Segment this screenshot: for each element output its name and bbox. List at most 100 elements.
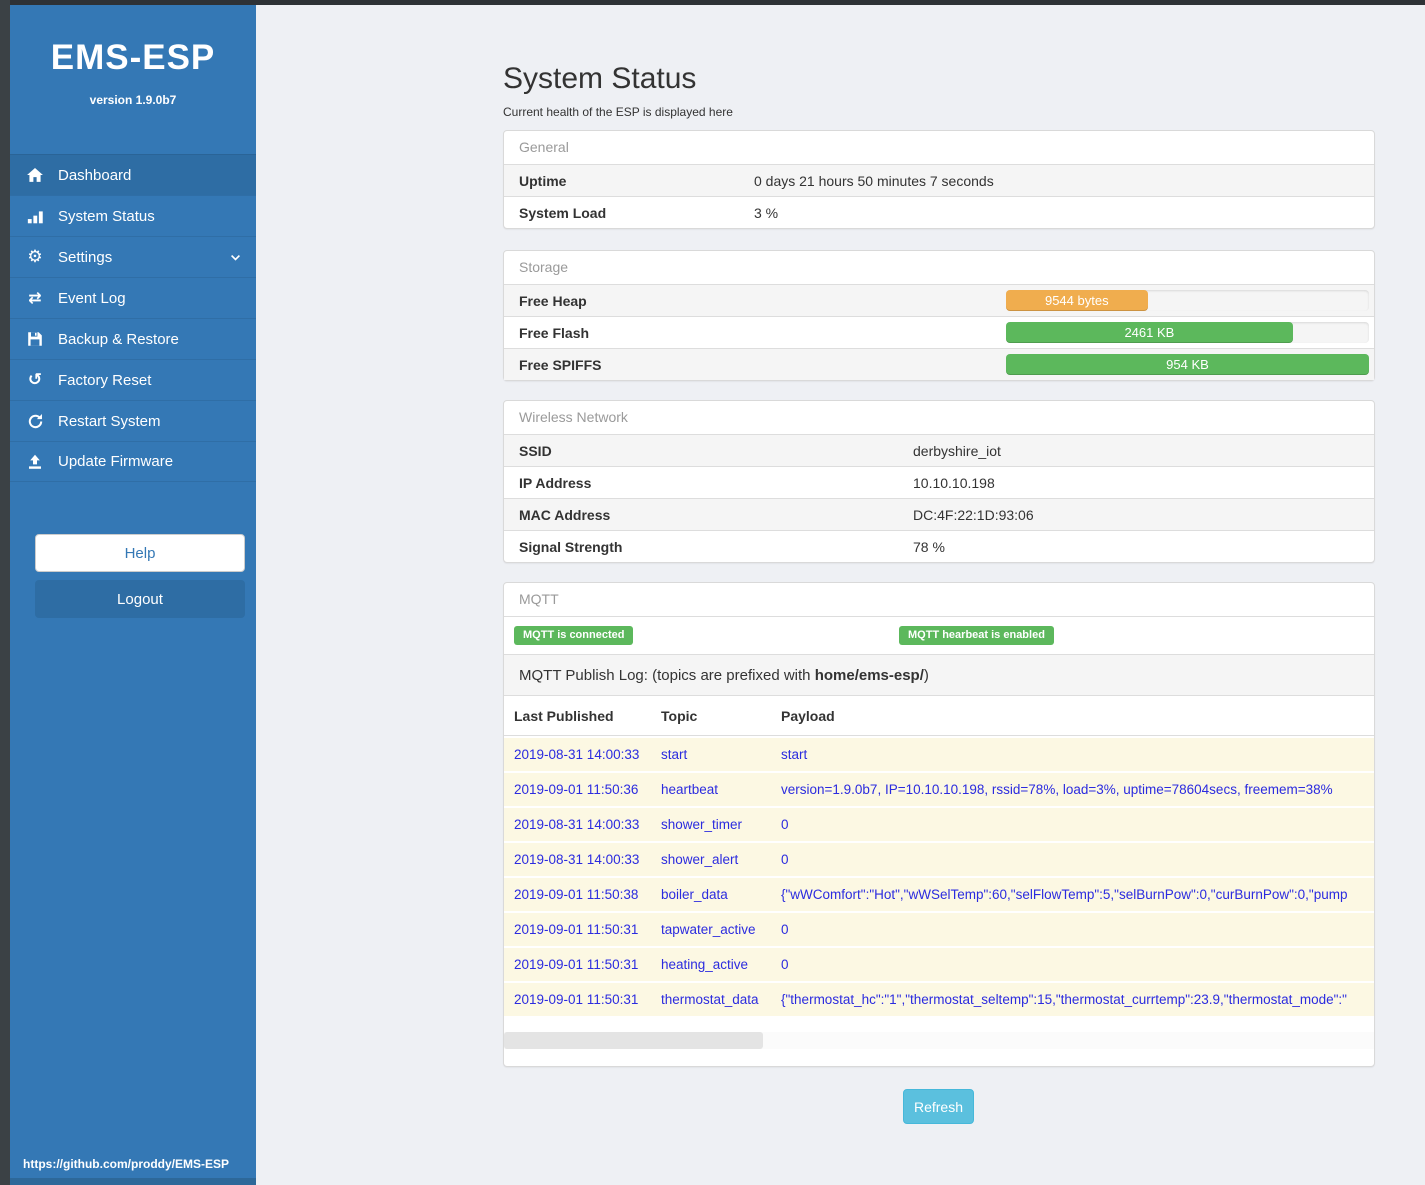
row-label: MAC Address	[519, 506, 611, 523]
logout-button[interactable]: Logout	[35, 580, 245, 618]
cell-topic: start	[661, 747, 688, 762]
cell-time: 2019-09-01 11:50:31	[514, 922, 639, 937]
panel-mqtt: MQTT MQTT is connected MQTT hearbeat is …	[503, 582, 1375, 1067]
caption-topic-prefix: home/ems-esp/	[814, 666, 924, 684]
sidebar-item-backup-restore[interactable]: Backup & Restore	[10, 318, 256, 359]
cell-payload: start	[781, 747, 808, 762]
sidebar-item-label: Update Firmware	[58, 453, 174, 470]
sidebar-item-update-firmware[interactable]: Update Firmware	[10, 441, 256, 482]
row-value: derbyshire_iot	[913, 442, 1001, 459]
gear-icon: ⚙	[27, 246, 43, 267]
mqtt-publish-log-caption: MQTT Publish Log: (topics are prefixed w…	[504, 654, 1374, 695]
general-row-uptime: Uptime 0 days 21 hours 50 minutes 7 seco…	[504, 164, 1374, 196]
cell-payload: 0	[781, 817, 789, 832]
panel-wireless-title: Wireless Network	[519, 409, 628, 425]
wireless-row-ssid: SSID derbyshire_iot	[504, 434, 1374, 466]
row-value: 0 days 21 hours 50 minutes 7 seconds	[754, 172, 994, 189]
storage-row-free-heap: Free Heap 9544 bytes	[504, 284, 1374, 316]
chevron-down-icon	[229, 251, 242, 268]
panel-mqtt-title: MQTT	[519, 591, 559, 607]
cell-payload: version=1.9.0b7, IP=10.10.10.198, rssid=…	[781, 782, 1333, 797]
sidebar-item-label: System Status	[58, 207, 155, 225]
table-row: 2019-08-31 14:00:33 shower_timer 0	[504, 806, 1374, 841]
cell-time: 2019-09-01 11:50:31	[514, 992, 639, 1007]
help-button[interactable]: Help	[35, 534, 245, 572]
table-row: 2019-08-31 14:00:33 shower_alert 0	[504, 841, 1374, 876]
storage-row-free-flash: Free Flash 2461 KB	[504, 316, 1374, 348]
row-label: Free SPIFFS	[519, 357, 602, 373]
cell-payload: {"wWComfort":"Hot","wWSelTemp":60,"selFl…	[781, 887, 1348, 902]
mqtt-connected-badge: MQTT is connected	[514, 626, 634, 645]
sidebar-item-settings[interactable]: ⚙ Settings	[10, 236, 256, 277]
github-link[interactable]: https://github.com/proddy/EMS-ESP	[23, 1157, 229, 1171]
mqtt-heartbeat-badge: MQTT hearbeat is enabled	[899, 626, 1054, 645]
cell-topic: shower_timer	[661, 817, 743, 832]
progress-track: 954 KB	[1006, 354, 1369, 375]
table-row: 2019-09-01 11:50:31 thermostat_data {"th…	[504, 981, 1374, 1016]
row-label: System Load	[519, 204, 607, 221]
undo-arrow-icon: ↺	[27, 369, 43, 390]
exchange-icon: ⇄	[28, 288, 42, 307]
cell-topic: tapwater_active	[661, 922, 756, 937]
wireless-row-ip: IP Address 10.10.10.198	[504, 466, 1374, 498]
cell-time: 2019-09-01 11:50:31	[514, 957, 639, 972]
sidebar-menu: Dashboard System Status ⚙ Settings ⇄ Eve…	[10, 154, 256, 482]
table-row: 2019-09-01 11:50:38 boiler_data {"wWComf…	[504, 876, 1374, 911]
sidebar-item-factory-reset[interactable]: ↺ Factory Reset	[10, 359, 256, 400]
table-row: 2019-09-01 11:50:31 tapwater_active 0	[504, 911, 1374, 946]
col-header-last-published: Last Published	[514, 707, 614, 724]
sidebar-item-label: Event Log	[58, 289, 126, 307]
scrollbar-thumb[interactable]	[504, 1032, 763, 1049]
cell-topic: boiler_data	[661, 887, 728, 902]
sidebar-item-system-status[interactable]: System Status	[10, 195, 256, 236]
row-label: Signal Strength	[519, 538, 623, 555]
refresh-button[interactable]: Refresh	[903, 1089, 974, 1124]
cell-payload: {"thermostat_hc":"1","thermostat_seltemp…	[781, 992, 1347, 1007]
col-header-topic: Topic	[661, 707, 698, 724]
refresh-arrow-icon	[23, 413, 47, 430]
panel-general-title: General	[519, 139, 569, 155]
sidebar-item-dashboard[interactable]: Dashboard	[10, 154, 256, 195]
window-left-edge	[0, 0, 10, 1185]
cell-topic: thermostat_data	[661, 992, 759, 1007]
row-label: Free Heap	[519, 293, 587, 309]
wireless-row-signal: Signal Strength 78 %	[504, 530, 1374, 562]
table-row: 2019-08-31 14:00:33 start start	[504, 736, 1374, 771]
progress-track: 2461 KB	[1006, 322, 1369, 343]
row-label: Uptime	[519, 172, 567, 189]
row-value: 10.10.10.198	[913, 474, 995, 491]
sidebar-item-label: Dashboard	[58, 166, 132, 184]
cell-time: 2019-08-31 14:00:33	[514, 817, 640, 832]
cell-time: 2019-08-31 14:00:33	[514, 747, 640, 762]
upload-icon	[23, 454, 47, 470]
progress-track: 9544 bytes	[1006, 290, 1369, 311]
row-label: SSID	[519, 442, 552, 459]
panel-general: General Uptime 0 days 21 hours 50 minute…	[503, 130, 1375, 229]
page-subtitle: Current health of the ESP is displayed h…	[503, 105, 733, 119]
sidebar-item-event-log[interactable]: ⇄ Event Log	[10, 277, 256, 318]
horizontal-scrollbar[interactable]	[504, 1032, 1374, 1049]
sidebar: EMS-ESP version 1.9.0b7 Dashboard System…	[10, 5, 256, 1185]
progress-bar-free-spiffs: 954 KB	[1006, 354, 1369, 375]
cell-time: 2019-09-01 11:50:38	[514, 887, 639, 902]
mqtt-table-header: Last Published Topic Payload	[504, 695, 1374, 736]
floppy-save-icon	[23, 331, 47, 347]
panel-wireless-network: Wireless Network SSID derbyshire_iot IP …	[503, 400, 1375, 563]
window-top-edge	[0, 0, 1425, 5]
table-row: 2019-09-01 11:50:31 heating_active 0	[504, 946, 1374, 981]
wireless-row-mac: MAC Address DC:4F:22:1D:93:06	[504, 498, 1374, 530]
stats-icon	[23, 208, 47, 225]
row-label: IP Address	[519, 474, 592, 491]
cell-time: 2019-08-31 14:00:33	[514, 852, 640, 867]
sidebar-item-restart-system[interactable]: Restart System	[10, 400, 256, 441]
caption-suffix: )	[923, 666, 929, 684]
app-title: EMS-ESP	[50, 38, 216, 77]
cell-payload: 0	[781, 957, 789, 972]
cell-payload: 0	[781, 922, 789, 937]
cell-time: 2019-09-01 11:50:36	[514, 782, 639, 797]
cell-topic: shower_alert	[661, 852, 739, 867]
row-value: 3 %	[754, 204, 779, 221]
sidebar-item-label: Factory Reset	[58, 371, 152, 389]
row-value: DC:4F:22:1D:93:06	[913, 506, 1034, 523]
general-row-system-load: System Load 3 %	[504, 196, 1374, 228]
